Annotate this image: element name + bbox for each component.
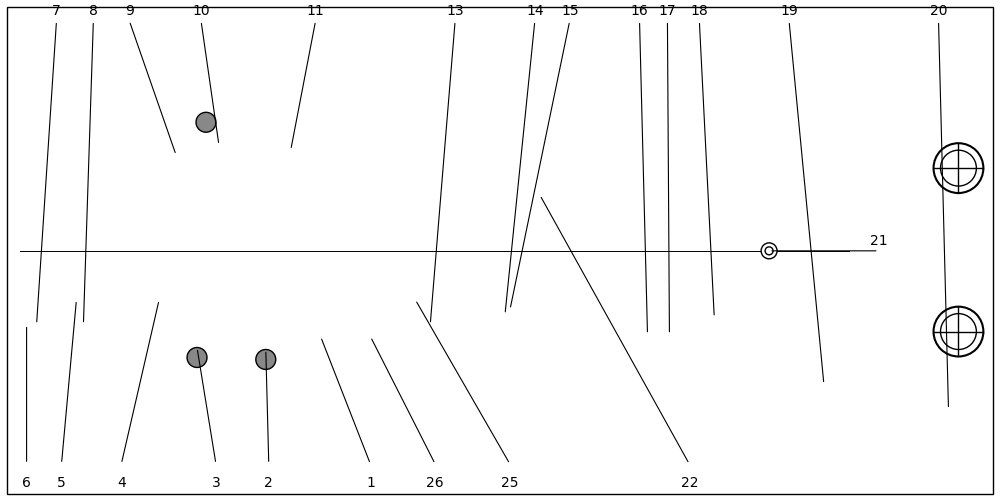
Text: 6: 6 — [22, 476, 31, 490]
Circle shape — [941, 314, 976, 349]
Bar — [166, 324, 216, 379]
Text: 1: 1 — [366, 476, 375, 490]
Bar — [73, 277, 85, 307]
Bar — [271, 100, 351, 145]
Text: 2: 2 — [264, 476, 273, 490]
Text: 8: 8 — [89, 3, 98, 17]
Bar — [98, 170, 223, 200]
Circle shape — [196, 112, 216, 132]
Text: 15: 15 — [561, 3, 579, 17]
Text: 16: 16 — [631, 3, 648, 17]
Text: 19: 19 — [780, 3, 798, 17]
Text: 18: 18 — [690, 3, 708, 17]
Bar — [216, 188, 230, 312]
Text: 9: 9 — [125, 3, 134, 17]
Text: 7: 7 — [52, 3, 61, 17]
Bar — [20, 175, 32, 324]
Bar — [819, 90, 844, 409]
Bar — [430, 175, 490, 324]
Text: 10: 10 — [192, 3, 210, 17]
Bar — [156, 200, 170, 300]
Bar — [709, 263, 749, 317]
Bar — [20, 175, 79, 193]
Bar — [32, 193, 66, 307]
Bar — [819, 90, 963, 409]
Bar — [420, 290, 709, 310]
Bar — [420, 155, 649, 195]
Bar — [380, 200, 392, 300]
Bar — [490, 185, 649, 315]
Bar — [674, 190, 704, 255]
Text: 14: 14 — [526, 3, 544, 17]
Circle shape — [256, 349, 276, 369]
Bar — [231, 305, 331, 336]
Bar — [98, 200, 178, 300]
Bar — [231, 256, 560, 266]
Bar — [98, 300, 223, 329]
Text: 5: 5 — [57, 476, 66, 490]
Bar — [168, 110, 199, 122]
Bar — [98, 200, 178, 300]
Bar — [269, 100, 352, 150]
Bar — [253, 349, 303, 379]
Text: 11: 11 — [307, 3, 324, 17]
Bar — [709, 182, 749, 237]
Bar — [231, 163, 331, 195]
Bar — [420, 190, 709, 310]
Circle shape — [765, 247, 773, 255]
Circle shape — [187, 347, 207, 367]
Bar — [699, 160, 764, 339]
Circle shape — [934, 143, 983, 193]
Bar — [76, 193, 98, 307]
Bar — [231, 235, 560, 245]
Text: 13: 13 — [446, 3, 464, 17]
Circle shape — [761, 243, 777, 259]
Bar — [171, 100, 196, 155]
Text: 25: 25 — [501, 476, 519, 490]
Text: 3: 3 — [212, 476, 220, 490]
Bar — [420, 190, 709, 210]
Bar — [20, 307, 79, 324]
Bar — [819, 90, 963, 115]
Bar — [640, 160, 684, 339]
Text: 4: 4 — [117, 476, 126, 490]
Text: 20: 20 — [930, 3, 947, 17]
Bar — [674, 243, 704, 308]
Bar — [819, 384, 963, 409]
Bar — [420, 305, 649, 344]
Text: 17: 17 — [659, 3, 676, 17]
Circle shape — [941, 150, 976, 186]
Bar — [939, 90, 963, 409]
Bar — [331, 200, 420, 300]
Bar — [20, 175, 79, 324]
Circle shape — [934, 307, 983, 356]
Text: 22: 22 — [681, 476, 698, 490]
Bar — [420, 155, 649, 344]
Bar — [331, 168, 420, 200]
Bar — [645, 165, 679, 334]
Bar — [704, 165, 759, 334]
Bar — [231, 195, 331, 305]
Text: 21: 21 — [870, 234, 888, 248]
Bar — [418, 210, 426, 290]
Bar — [331, 300, 420, 331]
Bar — [73, 193, 85, 223]
Text: 26: 26 — [426, 476, 444, 490]
